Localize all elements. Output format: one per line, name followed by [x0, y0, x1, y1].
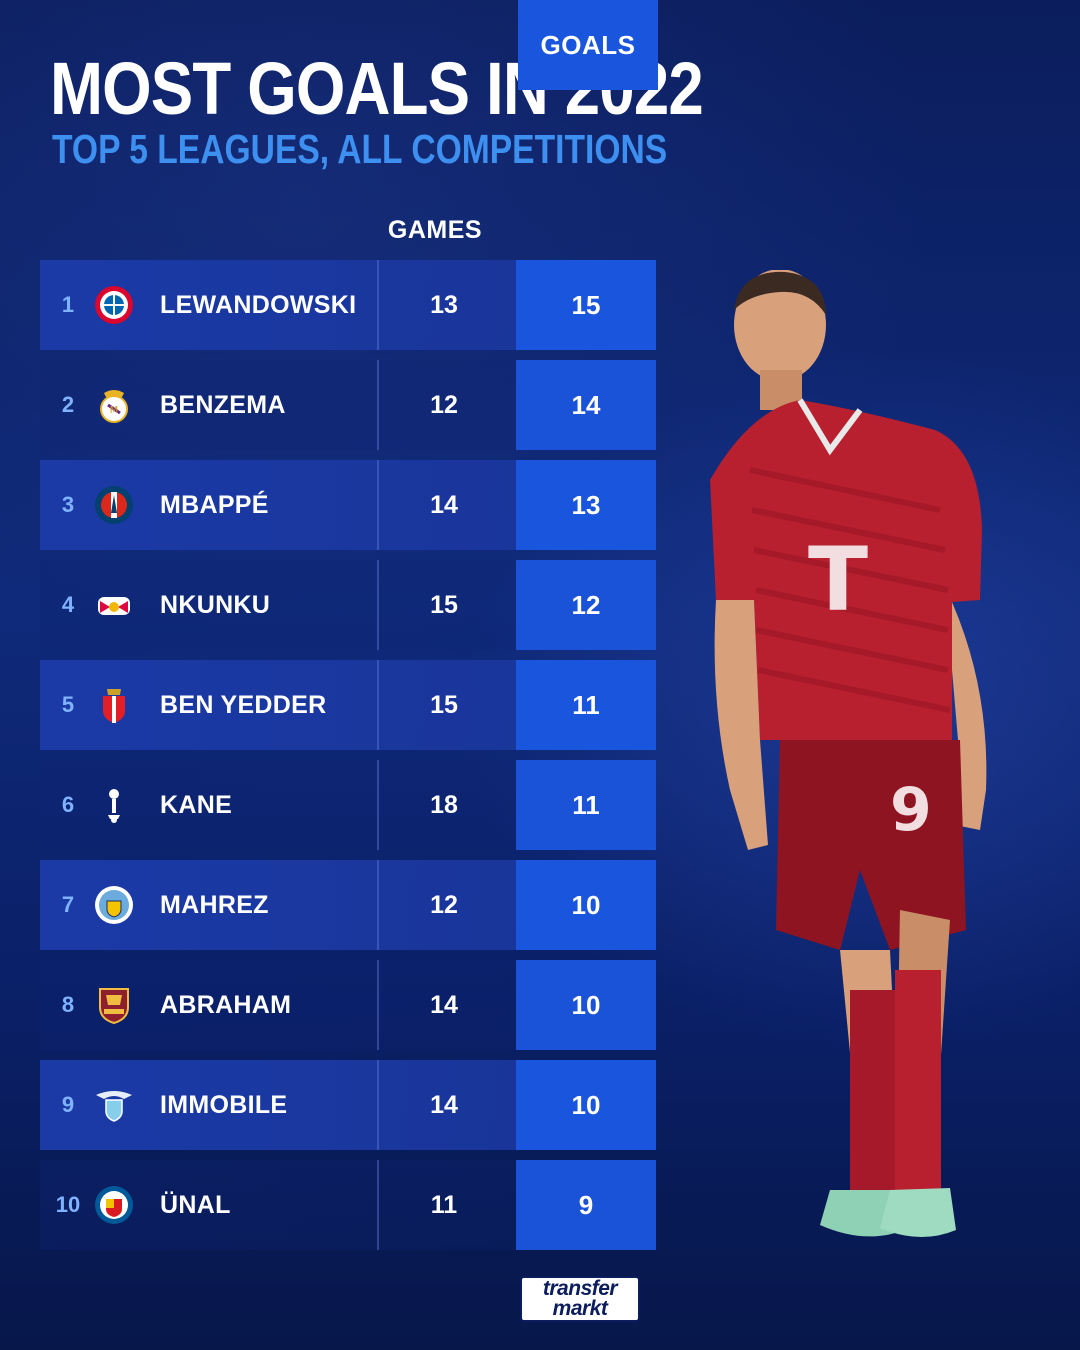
goals-value: 14: [516, 360, 656, 450]
page-subtitle: TOP 5 LEAGUES, ALL COMPETITIONS: [52, 126, 668, 172]
player-name: ÜNAL: [160, 1190, 231, 1219]
table-row: 3 MBAPPÉ 14 13: [40, 460, 656, 550]
player-name: LEWANDOWSKI: [160, 290, 357, 319]
goals-value: 9: [516, 1160, 656, 1250]
getafe-crest-icon: [95, 1186, 133, 1224]
goals-column-header: GOALS: [518, 0, 658, 90]
games-value: 15: [430, 690, 458, 719]
games-value: 18: [430, 790, 458, 819]
games-value: 14: [430, 1090, 458, 1119]
goals-value: 10: [516, 860, 656, 950]
player-name: MAHREZ: [160, 890, 269, 919]
games-value: 14: [430, 490, 458, 519]
bayern-munich-crest-icon: [95, 286, 133, 324]
table-row: 5 BEN YEDDER 15 11: [40, 660, 656, 750]
games-value: 15: [430, 590, 458, 619]
column-divider: [377, 660, 379, 750]
logo-text-top: transfer: [542, 1277, 618, 1300]
column-divider: [377, 760, 379, 850]
column-divider: [377, 460, 379, 550]
rb-leipzig-crest-icon: [98, 597, 130, 615]
rank: 2: [61, 392, 75, 417]
tottenham-crest-icon: [108, 789, 120, 823]
goals-value: 11: [516, 660, 656, 750]
column-divider: [377, 1160, 379, 1250]
games-value: 13: [430, 290, 458, 319]
manchester-city-crest-icon: [95, 886, 133, 924]
transfermarkt-logo: transfer markt: [520, 1276, 640, 1322]
goals-value: 12: [516, 560, 656, 650]
column-divider: [377, 860, 379, 950]
goals-value: 10: [516, 1060, 656, 1150]
player-name: MBAPPÉ: [160, 490, 269, 519]
column-divider: [377, 1060, 379, 1150]
games-value: 14: [430, 990, 458, 1019]
as-monaco-crest-icon: [103, 689, 125, 723]
rank: 7: [61, 892, 75, 917]
lazio-crest-icon: [96, 1091, 132, 1122]
rank: 6: [61, 792, 75, 817]
table-row: 8 ABRAHAM 14 10: [40, 960, 656, 1050]
rank: 1: [61, 292, 75, 317]
player-name: ABRAHAM: [160, 990, 292, 1019]
svg-text:9: 9: [890, 775, 932, 845]
table-row: 7 MAHREZ 12 10: [40, 860, 656, 950]
table-row: 9 IMMOBILE 14 10: [40, 1060, 656, 1150]
games-value: 11: [430, 1190, 458, 1219]
column-divider: [377, 960, 379, 1050]
svg-text:T: T: [808, 528, 868, 631]
goals-value: 11: [516, 760, 656, 850]
goals-value: 10: [516, 960, 656, 1050]
rank: 9: [61, 1092, 75, 1117]
player-photo: T 9: [710, 270, 987, 1238]
as-roma-crest-icon: [99, 988, 129, 1025]
player-name: NKUNKU: [160, 590, 271, 619]
svg-text:M: M: [110, 405, 119, 416]
column-divider: [377, 560, 379, 650]
column-divider: [377, 360, 379, 450]
logo-text-bottom: markt: [552, 1297, 608, 1320]
games-value: 12: [430, 390, 458, 419]
goals-value: 13: [516, 460, 656, 550]
ranking-table: 1 LEWANDOWSKI 13 15 2 M BENZEMA 12 14 3: [40, 260, 656, 1260]
psg-crest-icon: [95, 486, 133, 524]
games-value: 12: [430, 890, 458, 919]
table-row: 2 M BENZEMA 12 14: [40, 360, 656, 450]
rank: 3: [61, 492, 75, 517]
rank: 4: [61, 592, 75, 617]
table-row: 6 KANE 18 11: [40, 760, 656, 850]
rank: 10: [55, 1192, 81, 1217]
player-name: BEN YEDDER: [160, 690, 327, 719]
column-divider: [377, 260, 379, 350]
table-row: 4 NKUNKU 15 12: [40, 560, 656, 650]
player-name: BENZEMA: [160, 390, 286, 419]
table-row: 1 LEWANDOWSKI 13 15: [40, 260, 656, 350]
rank: 8: [61, 992, 75, 1017]
player-name: IMMOBILE: [160, 1090, 288, 1119]
table-row: 10 ÜNAL 11 9: [40, 1160, 656, 1250]
games-column-header: GAMES: [387, 216, 483, 244]
player-name: KANE: [160, 790, 233, 819]
real-madrid-crest-icon: M: [100, 390, 128, 423]
goals-value: 15: [516, 260, 656, 350]
rank: 5: [61, 692, 75, 717]
